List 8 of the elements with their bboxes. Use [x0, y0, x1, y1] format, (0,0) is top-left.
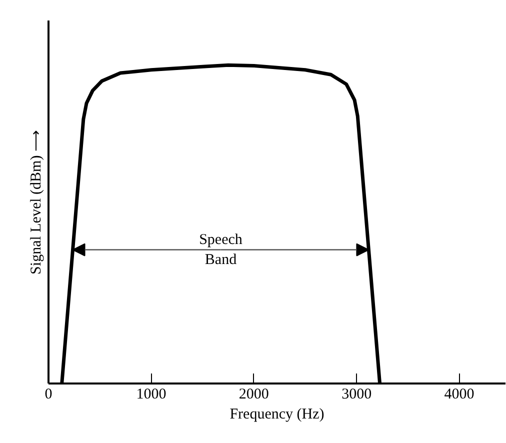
y-axis-title: Signal Level (dBm) ⟶ — [28, 130, 44, 274]
x-tick-label: 4000 — [444, 386, 474, 402]
x-tick-label: 3000 — [342, 386, 372, 402]
x-tick-label: 0 — [44, 386, 52, 402]
x-tick-label: 1000 — [136, 386, 166, 402]
annotation: Speech Band — [199, 232, 243, 268]
x-axis-title: Frequency (Hz) — [230, 406, 324, 422]
x-tick-label: 2000 — [238, 386, 269, 402]
